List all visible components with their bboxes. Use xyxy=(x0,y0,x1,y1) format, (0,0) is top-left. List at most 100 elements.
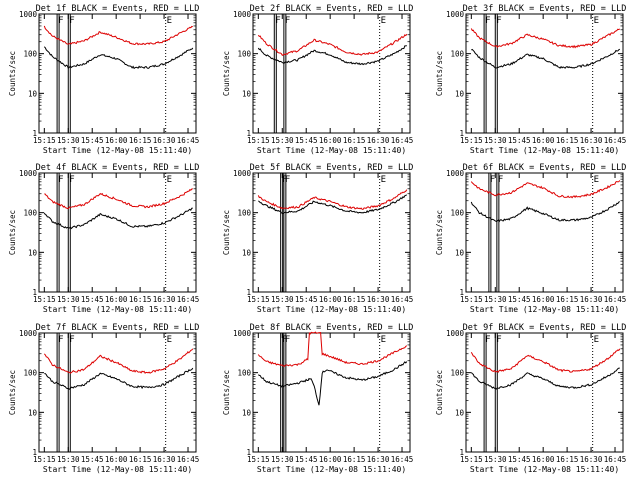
marker-label: F xyxy=(58,175,63,185)
x-tick-label: 16:45 xyxy=(604,455,627,464)
x-tick-label: 16:15 xyxy=(343,136,366,145)
x-tick-label: 16:30 xyxy=(153,455,176,464)
y-tick-label: 100 xyxy=(237,50,251,59)
lld-series-line xyxy=(44,188,193,210)
y-axis-label: Counts/sec xyxy=(222,210,231,255)
marker-label: F xyxy=(485,335,490,345)
marker-label: F xyxy=(282,175,287,185)
x-tick-label: 15:30 xyxy=(271,455,294,464)
marker-label: F xyxy=(285,335,290,345)
marker-label: E xyxy=(167,16,172,26)
x-tick-label: 16:00 xyxy=(319,136,342,145)
panel-title: Det 6f BLACK = Events, RED = LLD xyxy=(463,163,627,173)
x-tick-label: 16:15 xyxy=(556,136,579,145)
x-tick-label: 16:45 xyxy=(177,455,200,464)
x-tick-label: 15:15 xyxy=(33,136,56,145)
x-tick-label: 16:00 xyxy=(105,136,128,145)
y-tick-label: 10 xyxy=(455,408,465,417)
x-axis-label: Start Time (12-May-08 15:11:40) xyxy=(257,305,406,314)
x-tick-label: 16:15 xyxy=(129,295,152,304)
x-tick-label: 15:30 xyxy=(271,136,294,145)
x-axis-label: Start Time (12-May-08 15:11:40) xyxy=(43,146,192,155)
marker-label: E xyxy=(381,175,386,185)
x-tick-label: 15:30 xyxy=(57,455,80,464)
marker-label: E xyxy=(381,16,386,26)
y-axis-label: Counts/sec xyxy=(8,370,17,415)
x-tick-label: 16:00 xyxy=(532,136,555,145)
marker-label: F xyxy=(485,16,490,26)
lld-series-line xyxy=(470,180,621,199)
events-series-line xyxy=(470,201,620,223)
marker-label: F xyxy=(58,16,63,26)
x-tick-label: 16:30 xyxy=(153,136,176,145)
events-series-line xyxy=(43,207,193,230)
events-series-line xyxy=(471,48,621,69)
panel-title: Det 1f BLACK = Events, RED = LLD xyxy=(36,4,200,14)
marker-label: F xyxy=(285,16,290,26)
x-axis-label: Start Time (12-May-08 15:11:40) xyxy=(257,146,406,155)
detector-panel: Det 5f BLACK = Events, RED = LLD 1 10 100 10… xyxy=(222,163,413,314)
marker-label: F xyxy=(275,16,280,26)
y-tick-label: 1 xyxy=(246,448,251,457)
lld-series-line xyxy=(257,189,408,210)
y-axis-label: Counts/sec xyxy=(435,210,444,255)
panel-title: Det 7f BLACK = Events, RED = LLD xyxy=(36,323,200,333)
y-tick-label: 100 xyxy=(237,369,251,378)
lld-series-line xyxy=(470,348,621,373)
x-axis-label: Start Time (12-May-08 15:11:40) xyxy=(470,305,619,314)
x-tick-label: 15:45 xyxy=(295,136,318,145)
y-axis-label: Counts/sec xyxy=(222,370,231,415)
detector-panel: Det 1f BLACK = Events, RED = LLD 1 10 100 10… xyxy=(8,4,199,155)
panel-title: Det 4f BLACK = Events, RED = LLD xyxy=(36,163,200,173)
x-tick-label: 16:15 xyxy=(129,136,152,145)
x-tick-label: 15:45 xyxy=(81,295,104,304)
x-tick-label: 16:15 xyxy=(556,455,579,464)
x-tick-label: 16:45 xyxy=(604,295,627,304)
x-tick-label: 15:15 xyxy=(247,136,270,145)
panel-title: Det 5f BLACK = Events, RED = LLD xyxy=(250,163,414,173)
x-tick-label: 15:15 xyxy=(460,455,483,464)
events-series-line xyxy=(258,194,407,215)
x-axis-label: Start Time (12-May-08 15:11:40) xyxy=(470,465,619,474)
marker-label: E xyxy=(167,175,172,185)
plot-frame xyxy=(465,172,624,293)
y-tick-label: 10 xyxy=(28,408,38,417)
lld-series-line xyxy=(257,33,408,56)
x-tick-label: 16:45 xyxy=(604,136,627,145)
y-tick-label: 100 xyxy=(450,50,464,59)
marker-label: F xyxy=(69,16,74,26)
y-tick-label: 10 xyxy=(242,408,252,417)
y-tick-label: 100 xyxy=(23,369,37,378)
x-tick-label: 15:45 xyxy=(295,455,318,464)
y-tick-label: 10 xyxy=(28,248,38,257)
y-tick-label: 1 xyxy=(246,129,251,138)
x-tick-label: 16:45 xyxy=(391,295,414,304)
detector-panel: Det 9f BLACK = Events, RED = LLD 1 10 100 10… xyxy=(435,323,626,474)
lld-series-line xyxy=(470,28,621,49)
y-tick-label: 1000 xyxy=(233,10,252,19)
y-tick-label: 1 xyxy=(459,288,464,297)
events-series-line xyxy=(257,45,407,66)
plot-frame xyxy=(38,332,197,453)
y-tick-label: 1000 xyxy=(446,329,465,338)
marker-label: E xyxy=(594,335,599,345)
x-axis-label: Start Time (12-May-08 15:11:40) xyxy=(43,465,192,474)
marker-label: E xyxy=(167,335,172,345)
marker-label: F xyxy=(498,175,503,185)
y-tick-label: 1000 xyxy=(446,10,465,19)
x-tick-label: 15:30 xyxy=(484,455,507,464)
x-tick-label: 16:45 xyxy=(391,136,414,145)
x-tick-label: 15:30 xyxy=(484,295,507,304)
x-tick-label: 16:30 xyxy=(367,136,390,145)
y-tick-label: 1 xyxy=(246,288,251,297)
x-tick-label: 16:00 xyxy=(532,295,555,304)
x-tick-label: 16:45 xyxy=(177,295,200,304)
x-tick-label: 16:30 xyxy=(367,295,390,304)
marker-label: F xyxy=(58,335,63,345)
detector-panel: Det 8f BLACK = Events, RED = LLD 1 10 100 10… xyxy=(222,323,413,474)
x-tick-label: 16:00 xyxy=(319,455,342,464)
y-tick-label: 10 xyxy=(242,248,252,257)
detector-panel: Det 2f BLACK = Events, RED = LLD 1 10 100 10… xyxy=(222,4,413,155)
y-tick-label: 100 xyxy=(23,209,37,218)
marker-label: F xyxy=(69,335,74,345)
